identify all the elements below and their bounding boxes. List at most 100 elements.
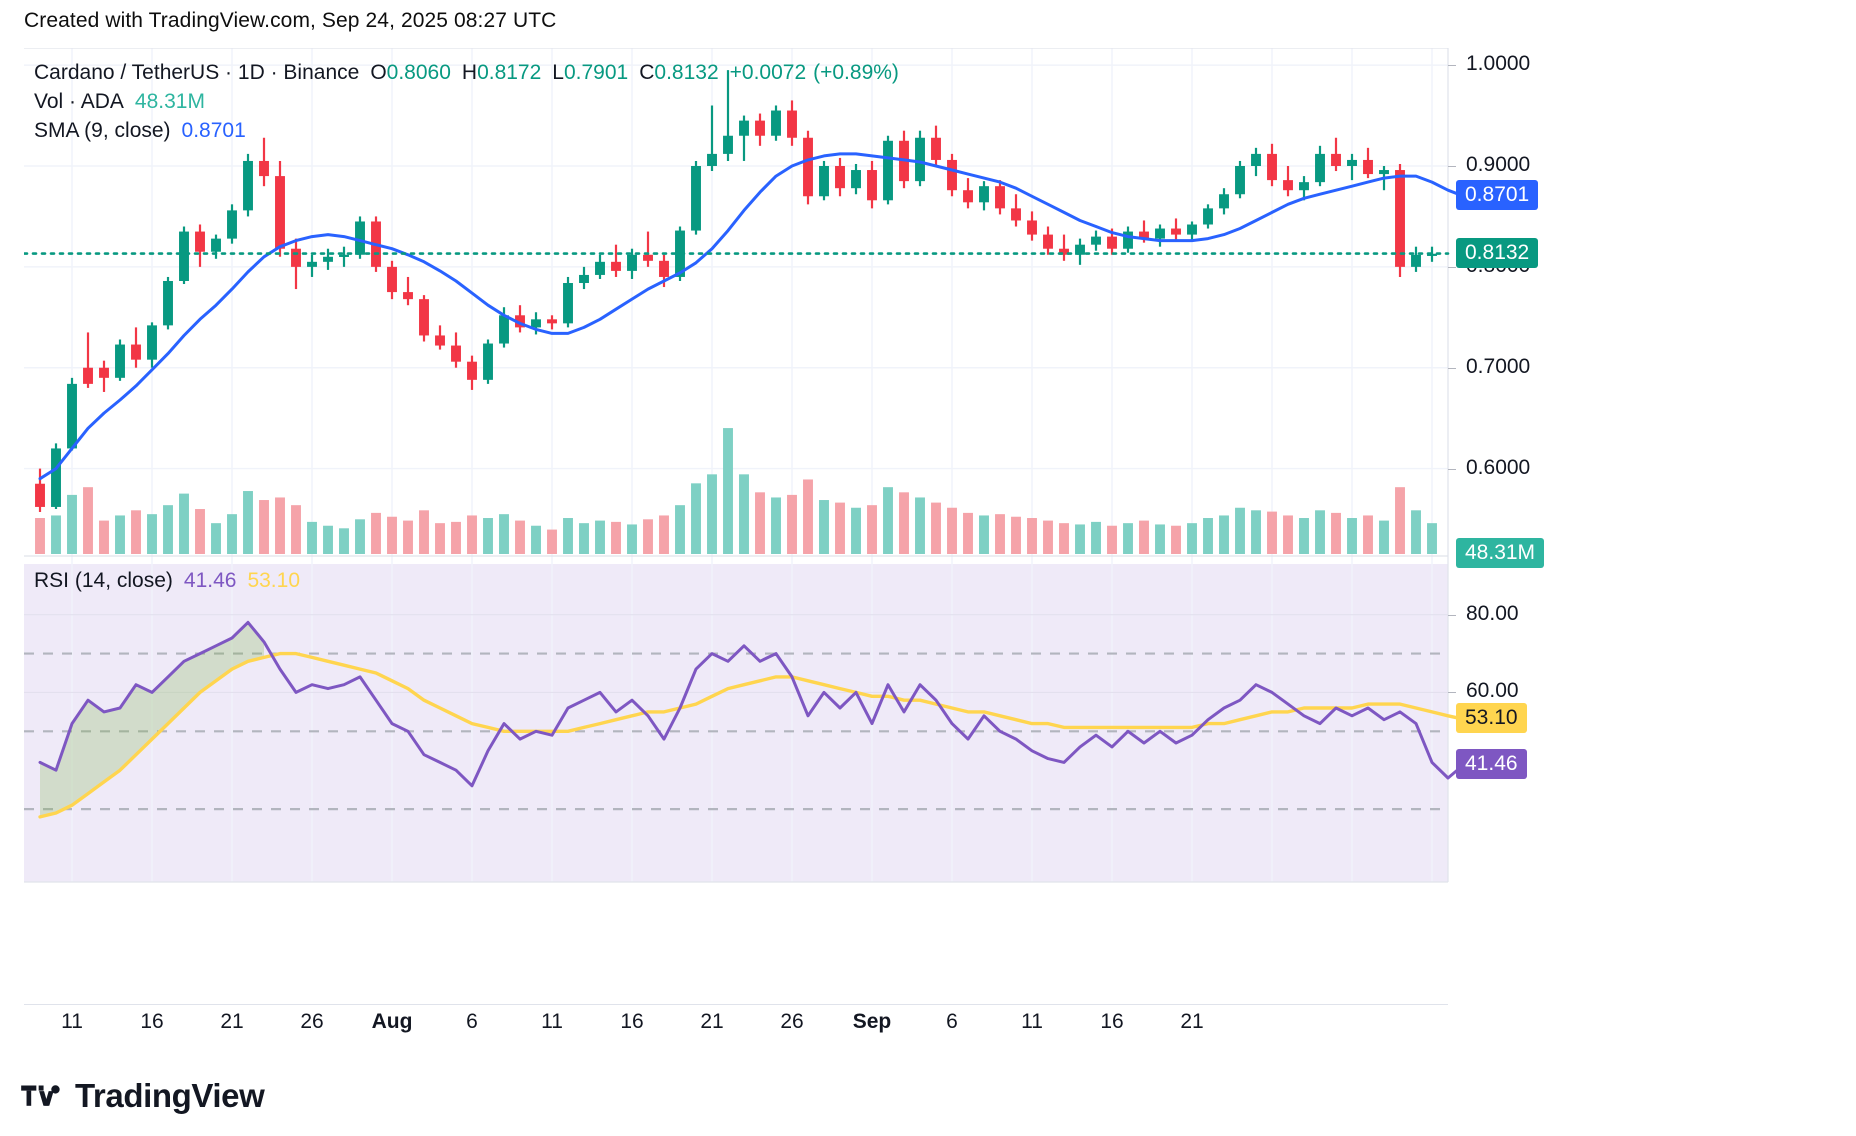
candle-body (1363, 159, 1373, 175)
candle-body (307, 261, 317, 267)
volume-bar (611, 521, 621, 554)
volume-bar (595, 520, 605, 554)
volume-bar (579, 523, 589, 554)
candle-body (275, 176, 285, 249)
time-scale[interactable]: 11 16 21 26 Aug 6 11 16 21 26 Sep 6 11 16 21 (24, 1004, 1832, 1046)
time-axis-tick: 11 (541, 1010, 563, 1033)
rsi-divergence-fill (40, 622, 264, 817)
volume-bar (931, 502, 941, 554)
volume-bar (547, 529, 557, 554)
candle-body (1395, 170, 1405, 267)
volume-bar (1299, 518, 1309, 554)
candle-body (1427, 253, 1437, 256)
volume-bar (1043, 520, 1053, 554)
candle-body (1027, 220, 1037, 235)
volume-bar (483, 518, 493, 554)
volume-bar (163, 505, 173, 554)
candle-body (1251, 153, 1261, 166)
volume-bar (1187, 523, 1197, 554)
candle-body (931, 137, 941, 160)
time-axis-tick: 26 (300, 1010, 324, 1033)
chart-plot-svg[interactable] (24, 48, 1832, 1003)
candle-body (1331, 153, 1341, 166)
volume-bar (339, 528, 349, 554)
candle-body (531, 319, 541, 328)
candle-body (1139, 231, 1149, 239)
candle-body (1299, 182, 1309, 191)
volume-bar (467, 515, 477, 554)
volume-bar (1059, 523, 1069, 554)
candle-body (403, 292, 413, 300)
candle-body (1315, 153, 1325, 183)
candle-body (483, 343, 493, 380)
candlestick-series[interactable] (35, 70, 1437, 512)
volume-bar (883, 487, 893, 554)
volume-bar (451, 521, 461, 554)
time-axis-tick: Sep (852, 1010, 892, 1033)
rsi-ma-line (38, 651, 1466, 819)
volume-bar (787, 494, 797, 554)
candle-body (1155, 228, 1165, 239)
candle-body (35, 483, 45, 507)
candle-body (1187, 224, 1197, 235)
candle-body (595, 261, 605, 275)
candle-body (563, 283, 573, 324)
candle-body (387, 266, 397, 293)
volume-bar (627, 524, 637, 554)
volume-bar (1251, 510, 1261, 554)
volume-bar (1411, 510, 1421, 554)
volume-bar (803, 479, 813, 554)
candle-body (99, 367, 109, 378)
candle-body (131, 344, 141, 360)
volume-bar (1315, 510, 1325, 554)
time-axis-tick: 21 (220, 1010, 244, 1033)
sma-line (38, 152, 1466, 481)
candle-body (339, 254, 349, 257)
volume-bar (1027, 518, 1037, 554)
candle-body (787, 110, 797, 138)
volume-bar (915, 497, 925, 554)
candle-body (1011, 208, 1021, 221)
chart-frame[interactable]: Cardano / TetherUS · 1D · Binance O0.8060… (24, 48, 1832, 1003)
volume-bar (51, 515, 61, 554)
volume-bar (1171, 525, 1181, 554)
price-pane-bg (24, 48, 1448, 560)
candle-body (739, 120, 749, 136)
volume-bar (227, 514, 237, 554)
time-axis-tick: Aug (371, 1010, 413, 1033)
volume-bar (755, 492, 765, 554)
time-axis-tick: 21 (1180, 1010, 1204, 1033)
time-axis-tick: 6 (466, 1010, 478, 1033)
volume-bar (1347, 518, 1357, 554)
tradingview-footer: TradingView (20, 1075, 265, 1117)
candle-body (771, 110, 781, 136)
volume-bar (659, 515, 669, 554)
candle-body (1075, 244, 1085, 255)
volume-bar (1107, 525, 1117, 554)
candle-body (627, 254, 637, 271)
candle-body (883, 140, 893, 201)
volume-bar (307, 521, 317, 554)
candle-body (1267, 153, 1277, 181)
time-axis-tick: 11 (61, 1010, 83, 1033)
candle-body (915, 137, 925, 182)
volume-bar (995, 514, 1005, 554)
volume-bar (979, 515, 989, 554)
volume-bar (131, 510, 141, 554)
candle-body (659, 260, 669, 277)
candle-body (147, 325, 157, 360)
time-axis-border (24, 1004, 1448, 1005)
volume-bar (323, 525, 333, 554)
candle-body (755, 120, 765, 136)
volume-bar (899, 492, 909, 554)
volume-bar (387, 516, 397, 554)
volume-bar (771, 497, 781, 554)
candle-body (515, 315, 525, 328)
candle-body (259, 160, 269, 177)
volume-bar (1203, 518, 1213, 554)
candle-body (1347, 159, 1357, 166)
volume-bar (1379, 520, 1389, 554)
volume-bar (1331, 512, 1341, 554)
volume-bar (211, 523, 221, 554)
